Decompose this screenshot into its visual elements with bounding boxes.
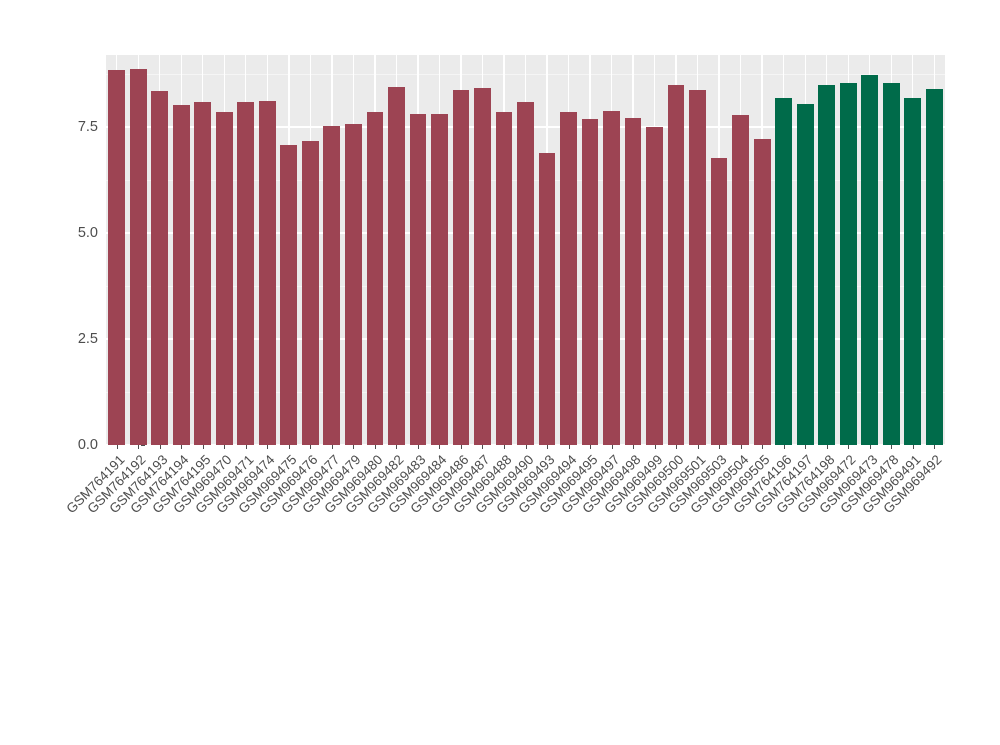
bar bbox=[258, 100, 276, 445]
bar bbox=[818, 84, 836, 445]
x-axis-tick-mark bbox=[116, 445, 118, 449]
x-axis-tick-mark bbox=[719, 445, 721, 449]
bar bbox=[732, 115, 749, 445]
bar bbox=[667, 84, 685, 445]
bar bbox=[753, 138, 771, 445]
bar bbox=[409, 113, 427, 445]
bar bbox=[925, 88, 943, 445]
y-axis-tick-label: 5.0 bbox=[77, 225, 98, 242]
x-axis-tick-mark bbox=[676, 445, 678, 449]
bar bbox=[431, 113, 448, 445]
bar bbox=[215, 111, 233, 445]
x-axis-tick-mark bbox=[503, 445, 505, 449]
x-axis-tick-mark bbox=[181, 445, 183, 449]
x-axis-tick-mark bbox=[460, 445, 462, 449]
bar bbox=[517, 102, 534, 445]
y-axis-tick-label: 2.5 bbox=[77, 331, 98, 348]
bar bbox=[280, 145, 298, 445]
x-axis-tick-mark bbox=[934, 445, 936, 449]
bar bbox=[301, 141, 319, 445]
bars-layer bbox=[106, 55, 945, 445]
bar bbox=[323, 126, 341, 445]
bar bbox=[646, 127, 663, 445]
bar bbox=[904, 97, 922, 445]
bar bbox=[452, 90, 470, 445]
bar bbox=[538, 153, 556, 445]
y-axis-tick-label: 0.0 bbox=[77, 437, 98, 453]
bar bbox=[710, 158, 728, 445]
x-axis-tick-mark bbox=[224, 445, 226, 449]
x-axis-tick-mark bbox=[159, 445, 161, 449]
bar bbox=[796, 103, 814, 445]
x-axis-tick-mark bbox=[310, 445, 312, 449]
x-axis-tick-mark bbox=[805, 445, 807, 449]
bar bbox=[882, 82, 900, 445]
x-axis-tick-labels: GSM764191 GSM764192 GSM764193 GSM764194 GSM7… bbox=[63, 452, 945, 580]
bar bbox=[839, 82, 857, 445]
x-axis-tick-mark bbox=[439, 445, 441, 449]
x-axis-tick-mark bbox=[267, 445, 269, 449]
bar bbox=[194, 102, 212, 445]
x-axis-tick-mark bbox=[396, 445, 398, 449]
y-axis-tick-labels: 0.0 2.5 5.0 7.5 bbox=[40, 0, 145, 580]
bar bbox=[603, 110, 620, 445]
x-axis-tick-mark bbox=[633, 445, 635, 449]
x-axis-tick-mark bbox=[891, 445, 893, 449]
x-axis-tick-mark bbox=[826, 445, 828, 449]
bar bbox=[689, 89, 706, 445]
x-axis-tick-mark bbox=[331, 445, 333, 449]
x-axis-tick-mark bbox=[288, 445, 290, 449]
bar bbox=[108, 69, 126, 445]
y-axis-title-label: Expression Level bbox=[0, 201, 1, 379]
x-axis-tick-mark bbox=[245, 445, 247, 449]
x-axis-tick-mark bbox=[202, 445, 204, 449]
bar-chart: Expression Level 0.0 2.5 5.0 7.5 GSM764191G… bbox=[0, 0, 945, 580]
bar bbox=[495, 111, 513, 445]
x-axis-tick-mark bbox=[848, 445, 850, 449]
x-axis-tick-mark bbox=[654, 445, 656, 449]
x-axis-tick-mark bbox=[697, 445, 699, 449]
bar bbox=[345, 123, 362, 445]
x-axis-tick-mark bbox=[869, 445, 871, 449]
bar bbox=[624, 118, 642, 445]
x-axis-tick-mark bbox=[482, 445, 484, 449]
bar bbox=[237, 101, 255, 445]
x-axis-tick-mark bbox=[611, 445, 613, 449]
x-axis-tick-mark bbox=[590, 445, 592, 449]
x-axis-tick-mark bbox=[525, 445, 527, 449]
bar bbox=[388, 86, 405, 445]
plot-panel bbox=[106, 55, 945, 445]
bar bbox=[775, 98, 793, 445]
x-axis-tick-mark bbox=[783, 445, 785, 449]
bar bbox=[151, 91, 169, 445]
x-axis-tick-mark bbox=[417, 445, 419, 449]
bar bbox=[861, 75, 879, 445]
x-axis-tick-mark bbox=[912, 445, 914, 449]
bar bbox=[560, 112, 577, 445]
x-axis-tick-mark bbox=[740, 445, 742, 449]
x-axis-tick-mark bbox=[138, 445, 140, 449]
x-axis-tick-mark bbox=[762, 445, 764, 449]
bar bbox=[581, 118, 599, 445]
x-axis-tick-mark bbox=[353, 445, 355, 449]
x-axis-tick-mark bbox=[568, 445, 570, 449]
x-axis-tick-mark bbox=[374, 445, 376, 449]
x-axis-tick-marks bbox=[106, 445, 945, 451]
bar bbox=[366, 112, 384, 445]
bar bbox=[474, 88, 491, 445]
x-axis-tick-mark bbox=[547, 445, 548, 449]
bar bbox=[172, 104, 190, 445]
bar bbox=[129, 69, 147, 445]
y-axis-tick-label: 7.5 bbox=[77, 119, 98, 136]
y-axis-tick-mark bbox=[141, 445, 145, 446]
